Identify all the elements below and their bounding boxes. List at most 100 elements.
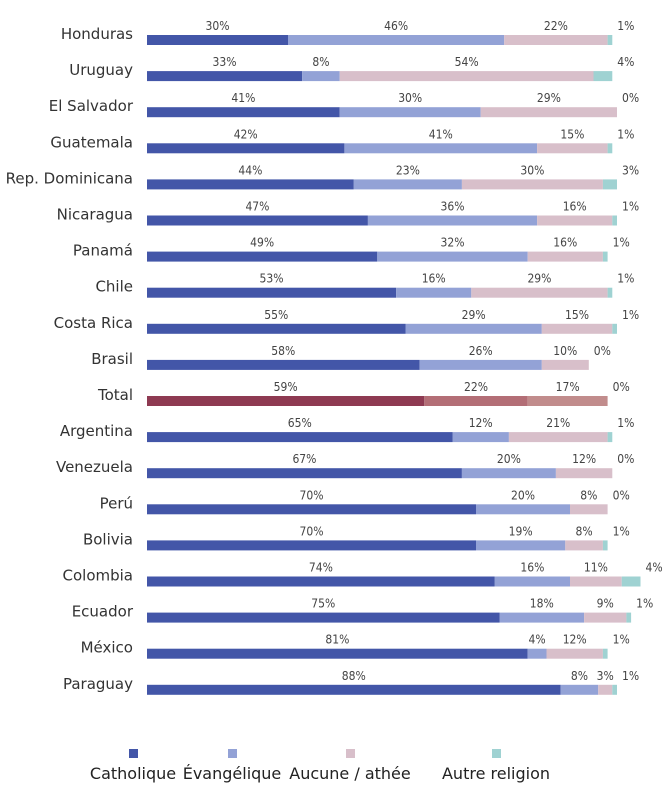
category-label: Honduras [61,25,133,43]
data-label: 17% [556,380,580,394]
data-label: 22% [544,19,568,33]
data-label: 1% [622,200,639,214]
data-label: 1% [613,633,630,647]
data-label: 36% [441,200,465,214]
bar-segment [339,71,594,82]
category-label: Guatemala [50,133,133,151]
data-label: 1% [636,597,653,611]
bar-row: Paraguay 88% 8% 3% 1% [63,669,639,695]
bar-segment [367,215,538,226]
category-label: El Salvador [49,97,134,115]
bar-segment [602,648,608,659]
bar-segment [147,179,354,190]
data-label: 29% [462,308,486,322]
data-label: 59% [274,380,298,394]
bar-segment [476,540,566,551]
bar-row: Venezuela 67% 20% 12% 0% [56,452,634,479]
legend-swatch [346,749,355,758]
data-label: 74% [309,561,333,575]
bar-segment [546,648,603,659]
data-label: 18% [530,597,554,611]
bar-segment [461,468,556,479]
bar-row: Costa Rica 55% 29% 15% 1% [54,308,639,334]
bar-segment [607,143,613,154]
bar-segment [147,612,500,623]
bar-segment [419,359,542,370]
bar-segment [527,648,547,659]
bar-segment [621,576,641,587]
data-label: 0% [617,452,634,466]
data-label: 46% [384,19,408,33]
bar-segment [302,71,340,82]
legend-label: Autre religion [442,764,550,783]
data-label: 1% [617,19,634,33]
legend-swatch [129,749,138,758]
bar-segment [602,540,608,551]
bar-segment [147,35,288,45]
bar-segment [541,323,613,334]
data-label: 70% [300,524,324,538]
category-label: Paraguay [63,675,133,693]
bar-row: Nicaragua 47% 36% 16% 1% [57,200,639,226]
bar-segment [480,107,617,118]
bar-segment [607,35,613,45]
bar-segment [147,648,528,659]
data-label: 0% [594,344,611,358]
data-label: 4% [617,55,634,69]
bar-row: Uruguay 33% 8% 54% 4% [69,55,634,82]
bar-segment [527,396,608,406]
bar-segment [537,143,608,154]
bar-segment [147,71,303,82]
category-label: Brasil [91,350,133,368]
bar-segment [612,323,617,334]
bar-segment [508,432,608,443]
bar-segment [555,468,613,479]
bar-segment [424,396,528,406]
bar-segment [602,251,608,262]
data-label: 0% [622,91,639,105]
bar-segment [560,684,599,695]
data-label: 55% [264,308,288,322]
bar-segment [626,612,632,623]
bar-segment [147,432,453,443]
category-label: Panamá [73,242,133,260]
bar-row: Brasil 58% 26% 10% 0% [91,344,611,370]
bar-segment [147,684,561,695]
data-label: 29% [527,272,551,286]
data-label: 54% [455,55,479,69]
data-label: 4% [646,561,663,575]
bar-segment [344,143,538,154]
bar-segment [452,432,509,443]
bar-segment [471,287,608,298]
data-label: 16% [563,200,587,214]
legend-item: Évangélique [183,749,281,783]
data-label: 3% [597,669,614,683]
bar-segment [147,251,378,262]
category-label: Costa Rica [54,314,133,332]
legend: Catholique Évangélique Aucune / athée Autre… [90,749,550,783]
bar-row: Perú 70% 20% 8% 0% [100,488,630,515]
bar-segment [147,323,406,334]
data-label: 29% [537,91,561,105]
bar-segment [607,287,613,298]
bar-segment [353,179,462,190]
data-label: 26% [469,344,493,358]
bar-segment [527,251,603,262]
data-label: 33% [213,55,237,69]
data-label: 10% [553,344,577,358]
bar-row: El Salvador 41% 30% 29% 0% [49,91,639,118]
category-label: Rep. Dominicana [6,169,133,187]
bar-segment [476,504,570,515]
data-label: 1% [622,669,639,683]
bar-segment [570,576,622,587]
data-label: 67% [292,452,316,466]
data-label: 20% [497,452,521,466]
data-label: 3% [622,163,639,177]
data-label: 75% [311,597,335,611]
bar-segment [602,179,617,190]
bar-segment [147,287,397,298]
bar-row: Guatemala 42% 41% 15% 1% [50,127,634,154]
data-label: 8% [571,669,588,683]
data-label: 0% [613,380,630,394]
